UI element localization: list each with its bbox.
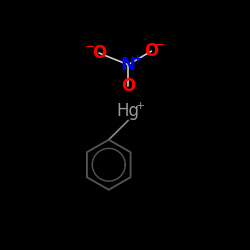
Text: N: N: [120, 56, 136, 74]
Text: −: −: [85, 41, 96, 54]
Text: O: O: [92, 44, 106, 62]
Text: Hg: Hg: [116, 102, 140, 120]
Text: O: O: [121, 77, 135, 95]
Text: +: +: [133, 54, 142, 64]
Text: O: O: [144, 42, 158, 60]
Text: +: +: [136, 101, 145, 111]
Text: −: −: [155, 39, 165, 52]
